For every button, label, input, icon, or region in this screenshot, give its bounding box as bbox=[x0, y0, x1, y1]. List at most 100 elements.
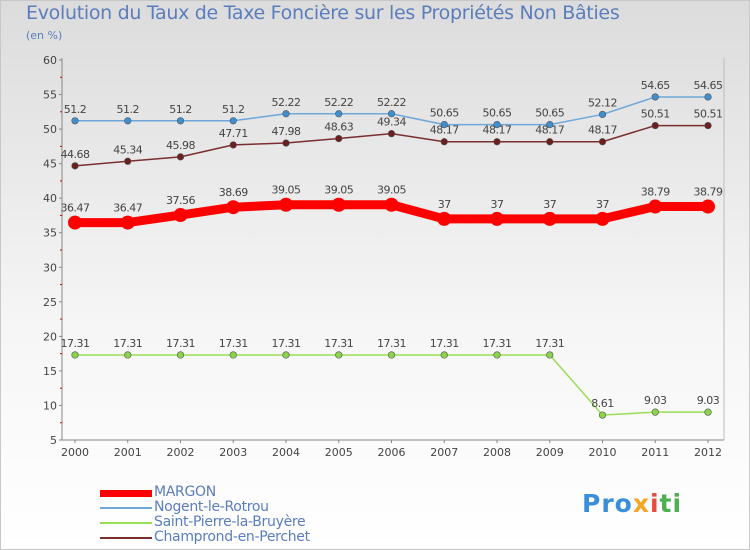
legend-label-margon: MARGON bbox=[154, 484, 216, 500]
x-tick-label: 2009 bbox=[536, 446, 564, 459]
legend-label-nogent-le-rotrou: Nogent-le-Rotrou bbox=[154, 499, 269, 515]
data-point bbox=[701, 199, 715, 214]
data-point bbox=[440, 138, 448, 146]
data-label: 17.31 bbox=[61, 337, 90, 350]
legend-label-champrond-en-perchet: Champrond-en-Perchet bbox=[154, 529, 310, 545]
legend-swatch-margon bbox=[100, 490, 152, 497]
data-label: 49.34 bbox=[377, 116, 406, 129]
data-label: 52.12 bbox=[588, 96, 617, 109]
logo-part-1: Pro bbox=[582, 489, 633, 518]
data-label: 52.22 bbox=[272, 96, 301, 109]
data-label: 38.79 bbox=[694, 186, 723, 199]
data-label: 48.17 bbox=[588, 124, 617, 137]
y-axis-unit-label: (en %) bbox=[26, 29, 63, 42]
legend-swatch-nogent-le-rotrou bbox=[100, 507, 152, 509]
data-label: 45.98 bbox=[166, 139, 195, 152]
data-point bbox=[490, 211, 504, 226]
data-label: 8.61 bbox=[591, 397, 614, 410]
data-label: 39.05 bbox=[272, 184, 301, 197]
legend-label-saint-pierre-la-bruyere: Saint-Pierre-la-Bruyère bbox=[154, 514, 306, 530]
x-tick-label: 2006 bbox=[378, 446, 406, 459]
data-point bbox=[282, 351, 290, 359]
data-point bbox=[598, 411, 607, 419]
series-nogent-le-rotrou: 51.2 51.2 51.2 51.2 52.22 52.22 52.22 50.65 50.6… bbox=[64, 79, 723, 129]
data-point bbox=[651, 93, 659, 101]
data-label: 52.22 bbox=[324, 96, 353, 109]
data-point bbox=[124, 117, 132, 125]
x-tick-label: 2000 bbox=[61, 446, 89, 459]
x-tick-label: 2001 bbox=[114, 446, 142, 459]
data-point bbox=[704, 93, 712, 101]
data-point bbox=[279, 197, 293, 212]
data-label: 9.03 bbox=[644, 394, 667, 407]
data-point bbox=[704, 408, 712, 416]
data-point bbox=[651, 408, 659, 416]
data-label: 47.71 bbox=[219, 127, 248, 140]
logo-part-2: x bbox=[632, 489, 650, 518]
y-tick-label: 55 bbox=[43, 89, 57, 102]
data-label: 36.47 bbox=[113, 202, 142, 215]
data-point bbox=[598, 110, 607, 119]
data-label: 48.17 bbox=[483, 124, 512, 137]
data-label: 45.34 bbox=[113, 143, 142, 156]
x-tick-label: 2002 bbox=[167, 446, 195, 459]
data-point bbox=[68, 215, 82, 230]
data-point bbox=[704, 121, 712, 130]
data-point bbox=[546, 351, 554, 359]
y-tick-label: 5 bbox=[50, 434, 57, 447]
data-point bbox=[120, 215, 135, 230]
data-point bbox=[335, 134, 343, 143]
data-label: 17.31 bbox=[324, 337, 353, 350]
data-point bbox=[387, 130, 396, 138]
x-tick-label: 2012 bbox=[694, 446, 722, 459]
data-point bbox=[595, 211, 610, 226]
data-point bbox=[387, 351, 396, 359]
data-point bbox=[176, 117, 185, 125]
data-label: 17.31 bbox=[430, 337, 459, 350]
logo-part-3: i bbox=[649, 489, 660, 518]
data-point bbox=[176, 351, 185, 359]
data-point bbox=[124, 157, 132, 165]
y-tick-label: 15 bbox=[43, 365, 57, 378]
data-label: 37 bbox=[596, 198, 609, 211]
data-label: 47.98 bbox=[272, 125, 301, 138]
data-point bbox=[176, 153, 185, 161]
data-point bbox=[282, 110, 290, 118]
data-point bbox=[598, 138, 607, 146]
chart-title: Evolution du Taux de Taxe Foncière sur l… bbox=[26, 2, 620, 24]
data-label: 48.17 bbox=[430, 124, 459, 137]
legend-swatch-saint-pierre-la-bruyere bbox=[100, 522, 152, 524]
data-label: 50.65 bbox=[430, 107, 459, 120]
logo-part-4: ti bbox=[659, 489, 683, 518]
data-label: 51.2 bbox=[117, 103, 140, 116]
axes: 5 10 15 20 25 30 35 40 45 50 55 60 2000 2001 2002 2003 2… bbox=[43, 54, 725, 459]
data-point bbox=[648, 199, 663, 214]
y-tick-label: 30 bbox=[43, 261, 57, 274]
data-label: 50.51 bbox=[641, 108, 670, 121]
data-label: 17.31 bbox=[113, 337, 142, 350]
series-margon: 36.47 36.47 37.56 38.69 39.05 39.05 39.05 37 37 3… bbox=[61, 184, 723, 230]
y-tick-label: 20 bbox=[43, 330, 57, 343]
data-label: 38.79 bbox=[641, 186, 670, 199]
data-label: 39.05 bbox=[377, 184, 406, 197]
data-label: 17.31 bbox=[272, 337, 301, 350]
y-tick-label: 25 bbox=[43, 296, 57, 309]
data-label: 54.65 bbox=[641, 79, 670, 92]
data-label: 52.22 bbox=[377, 96, 406, 109]
data-point bbox=[440, 120, 448, 129]
data-label: 37.56 bbox=[166, 194, 195, 207]
data-label: 50.51 bbox=[694, 108, 723, 121]
data-label: 17.31 bbox=[483, 337, 512, 350]
data-point bbox=[71, 162, 79, 170]
x-tick-label: 2004 bbox=[272, 446, 300, 459]
data-point bbox=[493, 120, 501, 129]
y-tick-label: 50 bbox=[43, 123, 57, 136]
data-label: 38.69 bbox=[219, 186, 248, 199]
x-tick-label: 2005 bbox=[325, 446, 353, 459]
data-label: 51.2 bbox=[64, 103, 87, 116]
data-label: 50.65 bbox=[483, 107, 512, 120]
data-point bbox=[546, 138, 554, 146]
data-point bbox=[173, 208, 188, 223]
data-label: 9.03 bbox=[697, 394, 720, 407]
